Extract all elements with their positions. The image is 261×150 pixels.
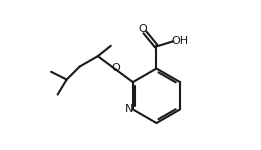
Text: N: N	[125, 104, 134, 114]
Text: O: O	[111, 63, 120, 73]
Text: O: O	[138, 24, 147, 34]
Text: OH: OH	[171, 36, 188, 46]
